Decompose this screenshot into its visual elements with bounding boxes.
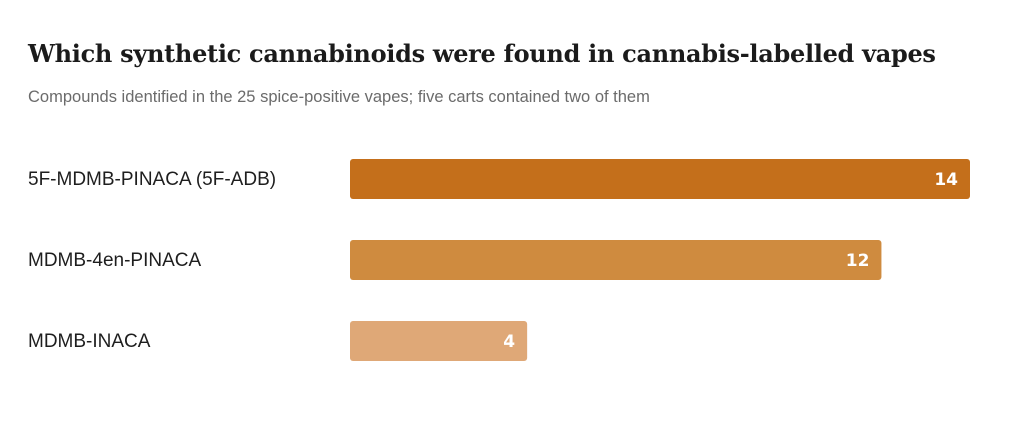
bar <box>350 159 970 199</box>
bar-row: MDMB-4en-PINACA 12 <box>28 240 882 280</box>
value-label: 4 <box>503 332 515 352</box>
bar <box>350 321 528 361</box>
chart-subtitle: Compounds identified in the 25 spice-pos… <box>28 88 650 106</box>
value-label: 12 <box>846 251 870 271</box>
bar-row: MDMB-INACA 4 <box>28 321 528 361</box>
category-label: MDMB-INACA <box>28 331 151 352</box>
bar-row: 5F-MDMB-PINACA (5F-ADB) 14 <box>28 159 970 199</box>
value-label: 14 <box>934 170 958 190</box>
chart-title: Which synthetic cannabinoids were found … <box>28 39 936 68</box>
category-label: MDMB-4en-PINACA <box>28 250 201 271</box>
bar-chart: 5F-MDMB-PINACA (5F-ADB) 14 MDMB-4en-PINACA… <box>28 159 970 361</box>
bar <box>350 240 882 280</box>
category-label: 5F-MDMB-PINACA (5F-ADB) <box>28 169 276 190</box>
